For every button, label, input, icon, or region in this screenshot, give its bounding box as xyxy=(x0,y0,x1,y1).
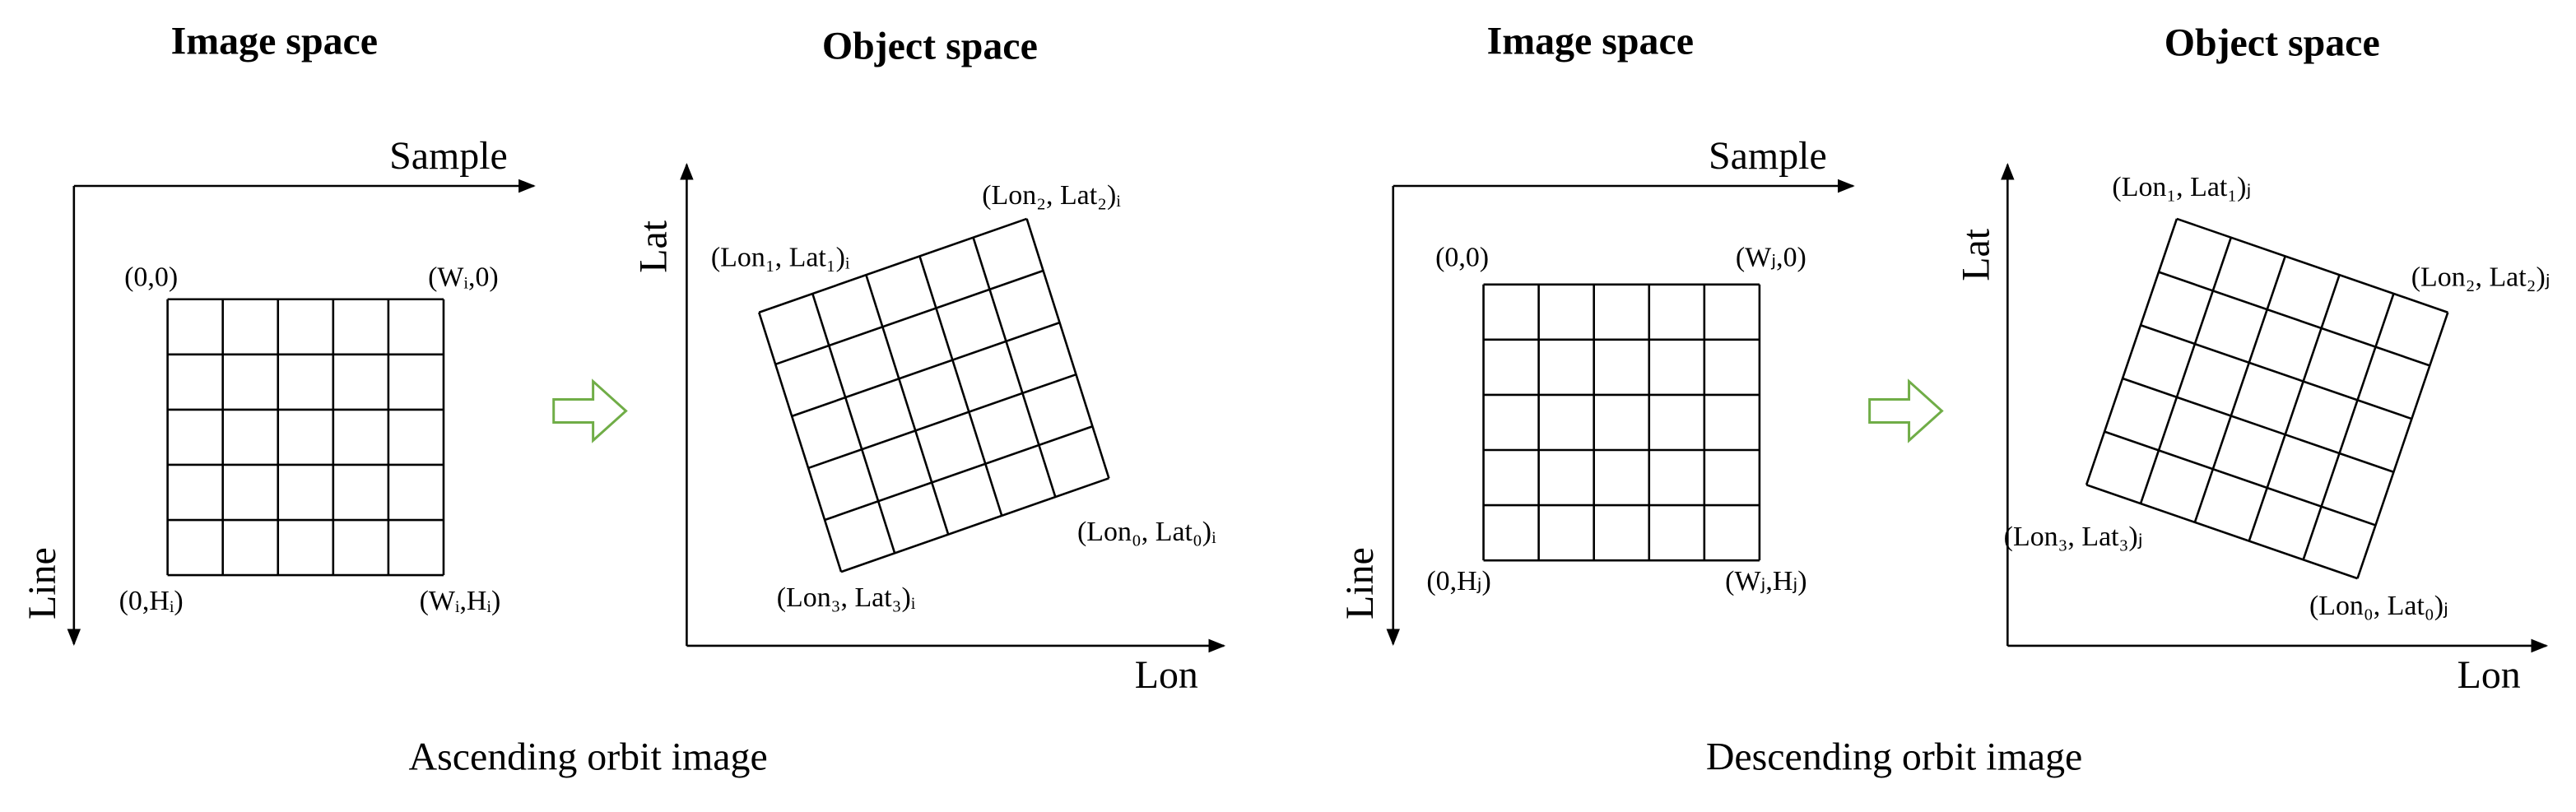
image-corner-label: (0,Hⱼ) xyxy=(1426,566,1490,596)
object-corner-label: (Lon₁, Lat₁)ⱼ xyxy=(2112,172,2251,202)
grid-line xyxy=(2140,324,2412,420)
object-space-title: Object space xyxy=(2164,21,2380,64)
caption: Ascending orbit image xyxy=(409,735,768,779)
object-corner-label: (Lon₂, Lat₂)ⱼ xyxy=(2411,262,2550,293)
caption: Descending orbit image xyxy=(1706,735,2082,779)
sample-label: Sample xyxy=(389,134,508,178)
image-space-title: Image space xyxy=(1487,19,1694,63)
grid-line xyxy=(758,217,1028,313)
grid-line xyxy=(2356,312,2449,579)
lat-label: Lat xyxy=(1954,228,1997,281)
grid-line xyxy=(1025,218,1110,479)
grid-line xyxy=(865,274,950,535)
image-corner-label: (0,0) xyxy=(124,262,178,293)
transform-arrow xyxy=(1868,378,1944,443)
image-corner-label: (Wⱼ,Hⱼ) xyxy=(1725,566,1806,596)
image-corner-label: (Wᵢ,Hᵢ) xyxy=(420,586,501,616)
lon-label: Lon xyxy=(1135,653,1198,697)
line-label: Line xyxy=(21,547,64,619)
image-corner-label: (0,0) xyxy=(1435,243,1489,273)
grid-line xyxy=(824,425,1093,522)
image-corner-label: (Wⱼ,0) xyxy=(1736,243,1806,273)
grid-line xyxy=(2302,293,2395,560)
transform-arrow xyxy=(552,378,628,443)
grid-line xyxy=(2193,256,2286,523)
lon-label: Lon xyxy=(2457,653,2521,697)
image-space-title: Image space xyxy=(171,19,378,63)
grid-line xyxy=(791,321,1060,418)
grid-line xyxy=(918,256,1003,517)
grid-line xyxy=(2085,484,2358,580)
image-corner-label: (0,Hᵢ) xyxy=(119,586,184,616)
object-corner-label: (Lon₁, Lat₁)ᵢ xyxy=(711,243,850,273)
grid-line xyxy=(2104,430,2376,527)
grid-line xyxy=(774,269,1044,366)
grid-line xyxy=(840,477,1109,573)
grid-line xyxy=(2158,271,2430,367)
sample-label: Sample xyxy=(1709,134,1827,178)
object-corner-label: (Lon₂, Lat₂)ᵢ xyxy=(982,180,1121,211)
object-space-title: Object space xyxy=(822,24,1038,67)
grid-line xyxy=(2122,377,2394,473)
object-corner-label: (Lon₃, Lat₃)ⱼ xyxy=(2004,522,2143,552)
lat-label: Lat xyxy=(631,220,675,273)
grid-line xyxy=(807,373,1076,470)
object-corner-label: (Lon₀, Lat₀)ⱼ xyxy=(2309,591,2448,621)
grid-line xyxy=(2085,218,2178,485)
line-label: Line xyxy=(1338,547,1382,619)
grid-line xyxy=(811,293,896,554)
grid-line xyxy=(2139,237,2233,504)
grid-line xyxy=(972,237,1057,498)
object-corner-label: (Lon₃, Lat₃)ᵢ xyxy=(777,582,916,613)
grid-line xyxy=(757,312,843,573)
grid-line xyxy=(2176,217,2448,313)
object-corner-label: (Lon₀, Lat₀)ᵢ xyxy=(1077,517,1216,547)
image-corner-label: (Wᵢ,0) xyxy=(428,262,499,293)
grid-line xyxy=(2248,274,2341,542)
